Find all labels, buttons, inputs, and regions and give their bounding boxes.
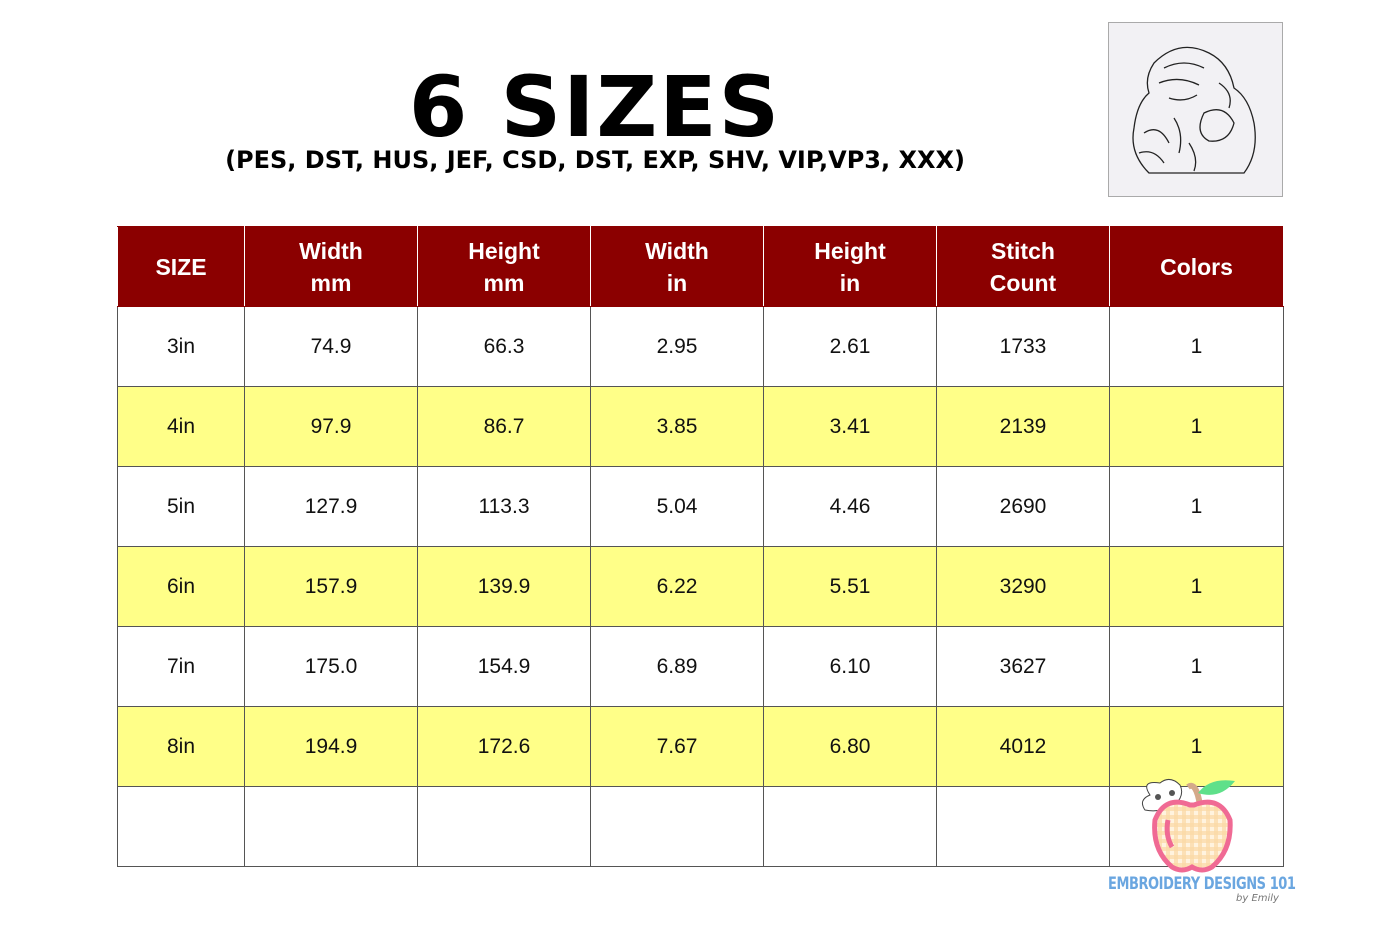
header-width-in: Width in: [590, 226, 764, 307]
header-height-mm: Height mm: [417, 226, 591, 307]
header-width-mm: Width mm: [244, 226, 418, 307]
cell-stitch-count: 3627: [936, 626, 1110, 707]
cell-size: 7in: [117, 626, 245, 707]
header-height-in: Height in: [763, 226, 937, 307]
cell-width-in: 3.85: [590, 386, 764, 467]
cell-size: 5in: [117, 466, 245, 547]
cell-width-in: 6.22: [590, 546, 764, 627]
header-unit: mm: [310, 269, 352, 296]
cell-height-mm: 154.9: [417, 626, 591, 707]
header-label: Height: [468, 237, 540, 264]
table-row: 8in 194.9 172.6 7.67 6.80 4012 1: [117, 706, 1284, 787]
brand-byline: by Emily: [1236, 893, 1279, 904]
header-colors: Colors: [1109, 226, 1284, 307]
cell-width-in: 2.95: [590, 306, 764, 387]
cell-height-in: 6.80: [763, 706, 937, 787]
table-header-row: SIZE Width mm Height mm Width in Height in S…: [117, 226, 1284, 307]
cell-height-mm: 172.6: [417, 706, 591, 787]
cell-width-mm: 97.9: [244, 386, 418, 467]
header-unit: Count: [989, 269, 1057, 296]
cell-stitch-count: [936, 786, 1110, 867]
header-unit: in: [666, 269, 688, 296]
table-row: 5in 127.9 113.3 5.04 4.46 2690 1: [117, 466, 1284, 547]
cell-width-in: [590, 786, 764, 867]
header-label: Height: [814, 237, 886, 264]
cell-size: 8in: [117, 706, 245, 787]
cell-height-in: 2.61: [763, 306, 937, 387]
cell-height-in: 5.51: [763, 546, 937, 627]
header-size: SIZE: [117, 226, 245, 307]
formats-subtitle: (PES, DST, HUS, JEF, CSD, DST, EXP, SHV,…: [225, 146, 965, 174]
cell-height-in: 4.46: [763, 466, 937, 547]
cell-size: 4in: [117, 386, 245, 467]
cell-width-mm: 175.0: [244, 626, 418, 707]
cell-stitch-count: 4012: [936, 706, 1110, 787]
cell-height-in: [763, 786, 937, 867]
cell-colors: 1: [1109, 546, 1284, 627]
header-label: SIZE: [155, 253, 207, 280]
cell-stitch-count: 2139: [936, 386, 1110, 467]
cell-width-mm: 157.9: [244, 546, 418, 627]
size-table: SIZE Width mm Height mm Width in Height in S…: [117, 226, 1284, 867]
cell-colors: 1: [1109, 386, 1284, 467]
cell-height-mm: 113.3: [417, 466, 591, 547]
table-row: 6in 157.9 139.9 6.22 5.51 3290 1: [117, 546, 1284, 627]
cell-width-in: 5.04: [590, 466, 764, 547]
cell-colors: 1: [1109, 466, 1284, 547]
cell-size: [117, 786, 245, 867]
header-label: Width: [645, 237, 709, 264]
cell-colors: 1: [1109, 706, 1284, 787]
cell-colors: 1: [1109, 626, 1284, 707]
cell-colors: 1: [1109, 306, 1284, 387]
header-unit: mm: [483, 269, 525, 296]
table-row: [117, 786, 1284, 867]
cell-width-mm: 127.9: [244, 466, 418, 547]
cell-height-in: 3.41: [763, 386, 937, 467]
cell-stitch-count: 3290: [936, 546, 1110, 627]
table-row: 4in 97.9 86.7 3.85 3.41 2139 1: [117, 386, 1284, 467]
cell-size: 3in: [117, 306, 245, 387]
cell-width-mm: [244, 786, 418, 867]
cell-width-in: 6.89: [590, 626, 764, 707]
cell-size: 6in: [117, 546, 245, 627]
cell-height-mm: [417, 786, 591, 867]
cell-stitch-count: 2690: [936, 466, 1110, 547]
cell-width-in: 7.67: [590, 706, 764, 787]
cell-height-mm: 86.7: [417, 386, 591, 467]
cell-width-mm: 194.9: [244, 706, 418, 787]
cell-height-mm: 66.3: [417, 306, 591, 387]
table-row: 7in 175.0 154.9 6.89 6.10 3627 1: [117, 626, 1284, 707]
header-label: Stitch: [991, 237, 1055, 264]
table-row: 3in 74.9 66.3 2.95 2.61 1733 1: [117, 306, 1284, 387]
cell-width-mm: 74.9: [244, 306, 418, 387]
brand-name: EMBROIDERY DESIGNS 101: [1108, 874, 1296, 894]
cell-height-mm: 139.9: [417, 546, 591, 627]
header-unit: in: [839, 269, 861, 296]
cell-height-in: 6.10: [763, 626, 937, 707]
design-preview-image: [1108, 22, 1283, 197]
header-label: Width: [299, 237, 363, 264]
page-title: 6 SIZES: [408, 58, 782, 156]
brand-logo: [1110, 775, 1290, 915]
header-stitch-count: Stitch Count: [936, 226, 1110, 307]
header-label: Colors: [1160, 253, 1233, 280]
cell-stitch-count: 1733: [936, 306, 1110, 387]
